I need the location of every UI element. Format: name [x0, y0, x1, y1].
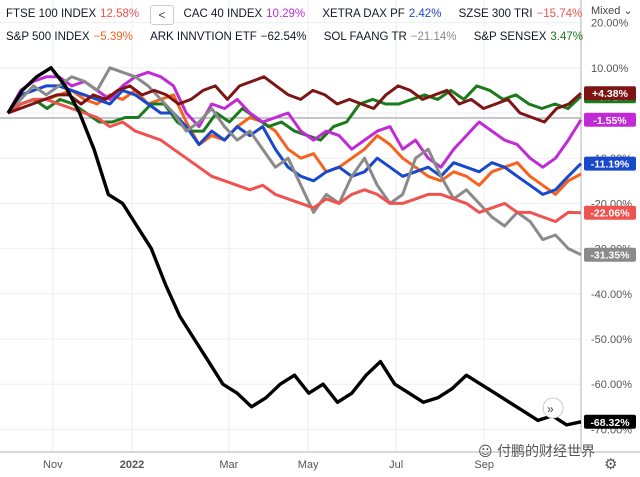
legend-value: −62.54%	[260, 31, 307, 43]
double-chevron-right-icon: »	[547, 402, 554, 416]
watermark: ☺ 付鹏的财经世界	[478, 441, 595, 461]
chevron-down-icon: ⌄	[623, 5, 633, 17]
legend-name: FTSE 100 INDEX	[6, 8, 97, 20]
legend-row-2: S&P 500 INDEX −5.39% ARK INNVTION ETF −62.…	[6, 31, 597, 43]
legend-name: CAC 40 INDEX	[183, 8, 263, 20]
last-value-tag	[584, 414, 636, 429]
watermark-text: 付鹏的财经世界	[497, 444, 596, 460]
x-tick-label: Jul	[389, 459, 403, 471]
last-value-tag	[584, 205, 636, 220]
legend-item[interactable]: FTSE 100 INDEX 12.58%	[6, 8, 139, 20]
last-value-tag	[584, 86, 636, 101]
legend-value: 2.42%	[408, 8, 442, 20]
legend-item[interactable]: ARK INNVTION ETF −62.54%	[150, 31, 306, 43]
series-line-cac-40-index[interactable]	[6, 70, 583, 169]
last-value-tag	[584, 247, 636, 262]
scale-mode-label: Mixed	[591, 5, 621, 17]
legend-value: 10.29%	[266, 8, 306, 20]
last-value-label: -68.32%	[590, 417, 630, 429]
scale-mode-selector[interactable]: Mixed ⌄	[591, 4, 633, 17]
legend-value: −15.74%	[536, 8, 583, 20]
last-value-label: -1.55%	[593, 115, 627, 127]
wechat-icon: ☺	[478, 444, 493, 460]
grid-lines	[0, 0, 581, 452]
legend-item[interactable]: S&P SENSEX 3.47%	[474, 31, 583, 43]
series-line-szse-300-tri[interactable]	[7, 75, 582, 124]
gear-icon: ⚙	[604, 456, 618, 473]
settings-button[interactable]: ⚙	[604, 455, 617, 473]
legend-item[interactable]: S&P 500 INDEX −5.39%	[6, 31, 133, 43]
x-tick-label: Mar	[219, 459, 238, 471]
y-tick-label: -50.00%	[591, 334, 632, 346]
legend-name: S&P 500 INDEX	[6, 31, 90, 43]
last-value-tag	[584, 156, 636, 171]
x-tick-label: 2022	[120, 459, 144, 471]
y-tick-label: 20.00%	[591, 18, 629, 30]
legend-value: 3.47%	[550, 31, 583, 43]
series-lines	[6, 66, 583, 427]
legend-row-1: FTSE 100 INDEX 12.58% CAC 40 INDEX 10.29% …	[6, 8, 596, 20]
legend-name: SZSE 300 TRI	[458, 8, 533, 20]
scroll-to-latest-button[interactable]	[542, 397, 564, 419]
legend-name: ARK INNVTION ETF	[150, 31, 257, 43]
last-value-label: +4.38%	[592, 88, 629, 100]
legend-value: −5.39%	[93, 31, 133, 43]
y-tick-label: 10.00%	[591, 63, 629, 75]
last-value-label: -11.19%	[591, 159, 630, 171]
legend-name: SOL FAANG TR	[323, 31, 407, 43]
last-value-label: -22.06%	[590, 208, 630, 220]
legend-value: −21.14%	[410, 31, 457, 43]
x-tick-labels: Nov 2022 Mar May Jul Sep	[43, 459, 494, 471]
series-line-ftse-100-index[interactable]	[7, 97, 582, 223]
last-value-label: -31.35%	[590, 250, 630, 262]
collapse-legend-button[interactable]: <	[150, 5, 174, 25]
x-tick-label: Nov	[43, 459, 63, 471]
series-line-ark-innvtion-etf[interactable]	[6, 66, 582, 427]
legend-value: 12.58%	[100, 8, 140, 20]
legend-item[interactable]: SOL FAANG TR −21.14%	[324, 31, 457, 43]
last-value-tags: +3.72%-11.19%-1.55%-31.35%-22.06%+4.38%-…	[584, 86, 636, 429]
legend-item[interactable]: SZSE 300 TRI −15.74%	[459, 8, 583, 20]
last-value-tag	[584, 112, 636, 127]
legend-name: S&P SENSEX	[473, 31, 547, 43]
x-tick-label: May	[298, 459, 319, 471]
y-tick-label: -40.00%	[591, 289, 632, 301]
chevron-left-icon: <	[158, 8, 166, 22]
legend-name: XETRA DAX PF	[322, 8, 405, 20]
legend-item[interactable]: XETRA DAX PF 2.42%	[322, 8, 441, 20]
y-tick-label: -60.00%	[591, 379, 632, 391]
x-tick-label: Sep	[474, 459, 494, 471]
legend-item[interactable]: CAC 40 INDEX 10.29%	[184, 8, 306, 20]
